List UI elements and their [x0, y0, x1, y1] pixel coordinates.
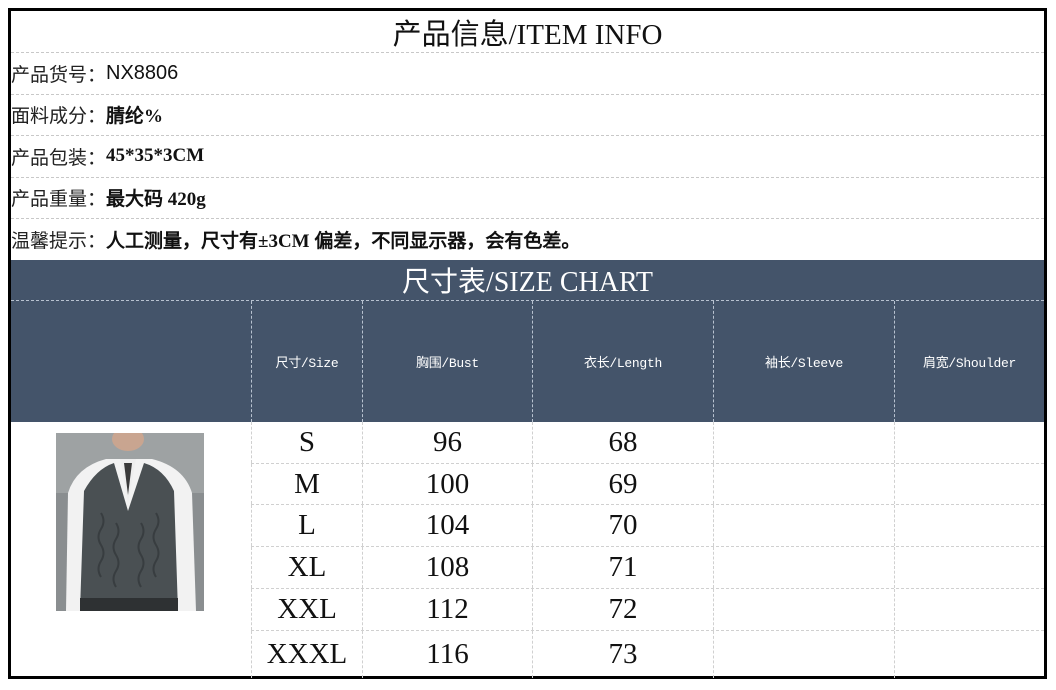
cell-sleeve	[713, 505, 894, 546]
cell-bust: 104	[362, 505, 532, 546]
header-shoulder: 肩宽/Shoulder	[894, 301, 1044, 422]
size-row: S 96 68	[251, 422, 1044, 464]
info-row-weight: 产品重量： 最大码 420g	[11, 178, 1044, 219]
info-label: 面料成分：	[11, 106, 107, 128]
size-chart-title-text: 尺寸表/SIZE CHART	[401, 267, 654, 298]
header-sleeve: 袖长/Sleeve	[713, 301, 894, 422]
info-row-fabric: 面料成分： 腈纶%	[11, 95, 1044, 136]
size-row: XXXL 116 73	[251, 631, 1044, 678]
cell-sleeve	[713, 422, 894, 463]
cell-shoulder	[894, 464, 1044, 504]
info-row-notice: 温馨提示： 人工测量，尺寸有±3CM 偏差，不同显示器，会有色差。	[11, 219, 1044, 261]
cell-size: M	[251, 464, 362, 504]
size-row: XL 108 71	[251, 547, 1044, 589]
cell-length: 71	[532, 547, 713, 588]
info-label: 温馨提示：	[11, 230, 107, 252]
size-row: L 104 70	[251, 505, 1044, 547]
cell-sleeve	[713, 547, 894, 588]
info-label: 产品重量：	[11, 189, 107, 211]
cell-shoulder	[894, 589, 1044, 630]
header-length: 衣长/Length	[532, 301, 713, 422]
cell-size: XL	[251, 547, 362, 588]
header-size: 尺寸/Size	[251, 301, 362, 422]
info-row-packaging: 产品包装： 45*35*3CM	[11, 136, 1044, 178]
cell-bust: 108	[362, 547, 532, 588]
cell-size: XXXL	[251, 631, 362, 678]
cell-bust: 100	[362, 464, 532, 504]
cell-sleeve	[713, 464, 894, 504]
cell-bust: 96	[362, 422, 532, 463]
info-row-item-number: 产品货号： NX8806	[11, 53, 1044, 95]
cell-size: XXL	[251, 589, 362, 630]
cell-shoulder	[894, 631, 1044, 678]
size-chart-title: 尺寸表/SIZE CHART	[11, 260, 1044, 301]
header-bust: 胸围/Bust	[362, 301, 532, 422]
info-label: 产品货号：	[11, 64, 107, 86]
cell-shoulder	[894, 422, 1044, 463]
size-chart-header: 尺寸/Size 胸围/Bust 衣长/Length 袖长/Sleeve 肩宽/S…	[11, 301, 1044, 422]
info-label: 产品包装：	[11, 147, 107, 169]
info-value: 人工测量，尺寸有±3CM 偏差，不同显示器，会有色差。	[106, 230, 581, 252]
info-value: 45*35*3CM	[106, 145, 205, 167]
cell-length: 70	[532, 505, 713, 546]
cell-length: 68	[532, 422, 713, 463]
cell-bust: 116	[362, 631, 532, 678]
cell-size: L	[251, 505, 362, 546]
cell-length: 72	[532, 589, 713, 630]
cell-shoulder	[894, 547, 1044, 588]
cell-shoulder	[894, 505, 1044, 546]
cell-bust: 112	[362, 589, 532, 630]
product-info-sheet: 产品信息/ITEM INFO 产品货号： NX8806 面料成分： 腈纶% 产品包装…	[8, 8, 1047, 679]
size-row: XXL 112 72	[251, 589, 1044, 631]
cell-length: 73	[532, 631, 713, 678]
item-info-title: 产品信息/ITEM INFO	[11, 11, 1044, 53]
info-value: 腈纶%	[106, 106, 164, 128]
cell-length: 69	[532, 464, 713, 504]
product-photo	[56, 433, 204, 611]
size-row: M 100 69	[251, 464, 1044, 505]
cell-sleeve	[713, 631, 894, 678]
cell-size: S	[251, 422, 362, 463]
cell-sleeve	[713, 589, 894, 630]
info-value: NX8806	[106, 61, 179, 84]
info-value: 最大码 420g	[106, 189, 206, 211]
